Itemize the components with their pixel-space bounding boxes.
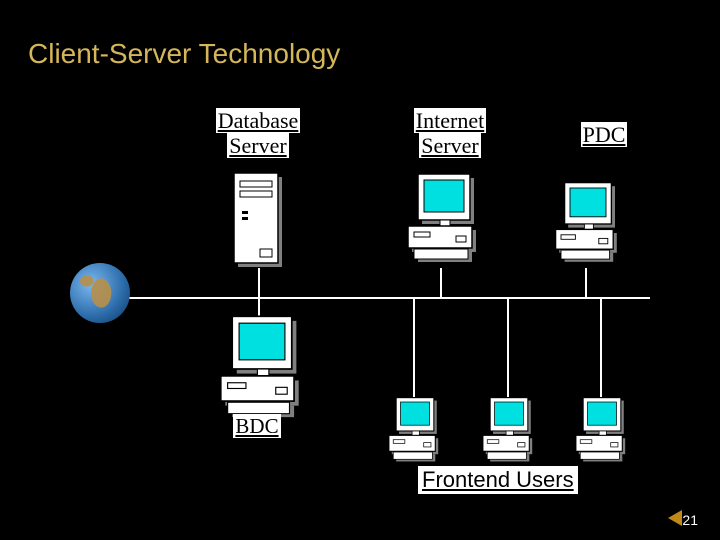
drop-fe2 xyxy=(507,297,509,397)
desktop-icon xyxy=(573,396,631,466)
drop-fe1 xyxy=(413,297,415,397)
desktop-icon xyxy=(386,396,444,466)
node-frontend-3 xyxy=(573,396,631,466)
node-frontend-1 xyxy=(386,396,444,466)
label-database-server: Database Server xyxy=(198,108,318,158)
label-internet-server: Internet Server xyxy=(395,108,505,158)
slide-title: Client-Server Technology xyxy=(28,38,340,70)
label-bdc-text: BDC xyxy=(233,414,280,438)
prev-slide-arrow-icon[interactable] xyxy=(668,510,682,526)
label-frontend-text: Frontend Users xyxy=(418,466,578,494)
desktop-icon xyxy=(216,314,308,424)
label-db-line2: Server xyxy=(227,133,288,158)
node-internet-server xyxy=(404,172,484,268)
label-internet-line2: Server xyxy=(419,133,480,158)
drop-fe3 xyxy=(600,297,602,397)
node-pdc xyxy=(552,180,624,268)
node-frontend-2 xyxy=(480,396,538,466)
desktop-icon xyxy=(404,172,484,268)
desktop-icon xyxy=(552,180,624,268)
globe-icon xyxy=(70,263,130,323)
node-bdc xyxy=(216,314,308,424)
label-pdc-text: PDC xyxy=(581,122,628,147)
tower-icon xyxy=(232,171,288,271)
drop-pdc xyxy=(585,268,587,297)
label-pdc: PDC xyxy=(564,122,644,147)
drop-internet xyxy=(440,268,442,297)
label-internet-line1: Internet xyxy=(414,108,486,133)
drop-db xyxy=(258,268,260,297)
network-bus xyxy=(86,297,650,299)
label-db-line1: Database xyxy=(216,108,301,133)
label-bdc: BDC xyxy=(222,414,292,438)
node-database-server xyxy=(232,171,288,271)
page-number: 21 xyxy=(682,512,698,528)
label-frontend-users: Frontend Users xyxy=(418,466,578,494)
desktop-icon xyxy=(480,396,538,466)
